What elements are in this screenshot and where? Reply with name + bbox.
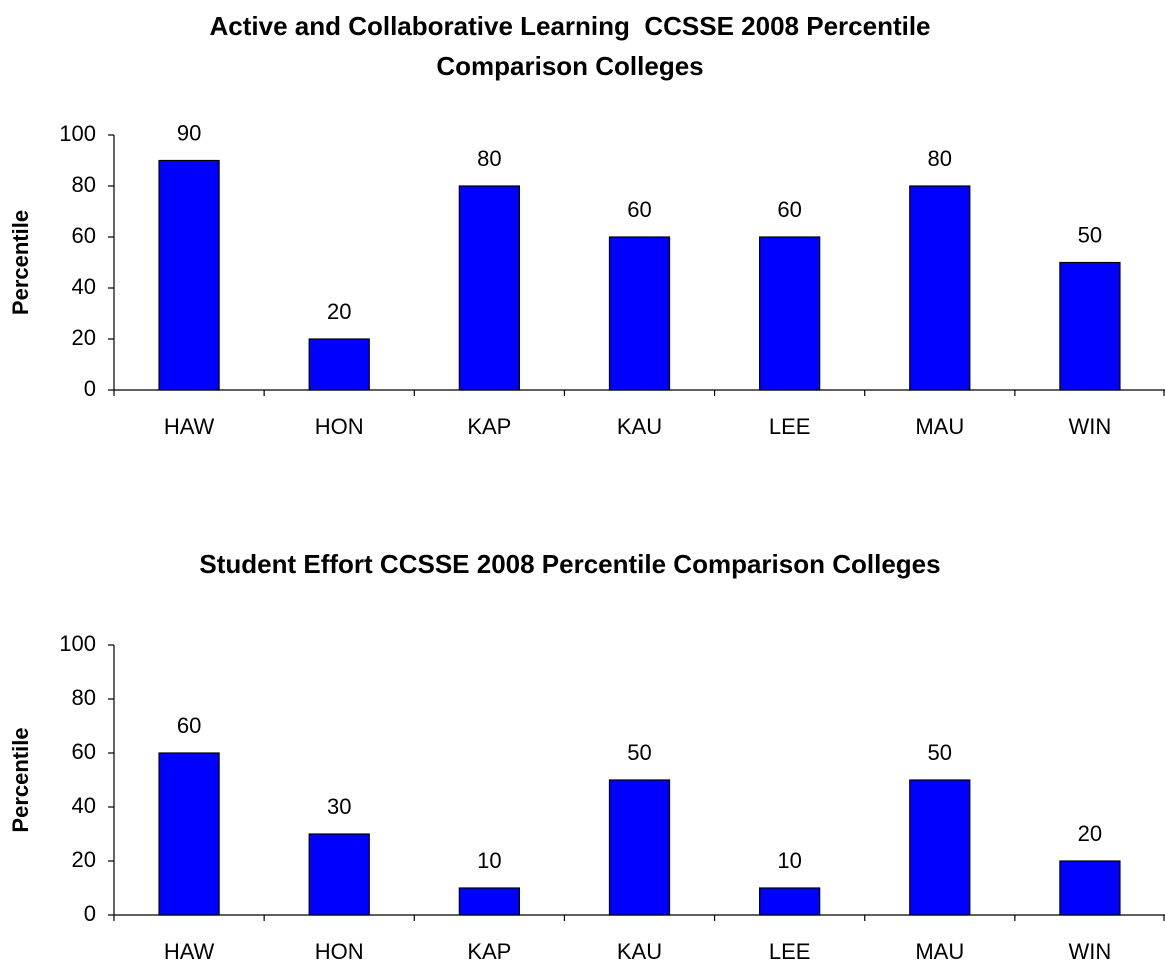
bar (458, 185, 520, 391)
value-label: 50 (627, 740, 651, 765)
x-tick-label: LEE (769, 414, 811, 439)
bar (759, 887, 821, 916)
value-label: 60 (627, 197, 651, 222)
x-tick-label: MAU (915, 414, 964, 439)
y-tick-label: 100 (59, 121, 96, 146)
y-tick-label: 60 (72, 739, 96, 764)
bar (909, 779, 971, 916)
bar (458, 887, 520, 916)
value-label: 80 (928, 146, 952, 171)
x-tick-label: KAP (467, 939, 511, 964)
value-label: 10 (777, 848, 801, 873)
bar (158, 752, 220, 916)
value-label: 90 (177, 120, 201, 145)
x-tick-label: HAW (164, 939, 215, 964)
y-tick-label: 20 (72, 325, 96, 350)
value-label: 60 (777, 197, 801, 222)
y-tick-label: 80 (72, 685, 96, 710)
chart-title: Comparison Colleges (436, 51, 703, 81)
value-label: 20 (1078, 821, 1102, 846)
value-label: 50 (928, 740, 952, 765)
value-label: 50 (1078, 222, 1102, 247)
bar (759, 236, 821, 391)
bar (308, 833, 370, 916)
bar (909, 185, 971, 391)
x-tick-label: HON (315, 939, 364, 964)
x-tick-label: HAW (164, 414, 215, 439)
x-tick-label: MAU (915, 939, 964, 964)
x-tick-label: KAU (617, 939, 662, 964)
bar (608, 779, 671, 916)
bar (158, 159, 220, 391)
y-tick-label: 40 (72, 274, 96, 299)
y-tick-label: 80 (72, 172, 96, 197)
x-tick-label: LEE (769, 939, 811, 964)
bar (1059, 261, 1121, 391)
x-tick-label: KAU (617, 414, 662, 439)
x-tick-label: WIN (1069, 414, 1112, 439)
chart-title: Student Effort CCSSE 2008 Percentile Com… (199, 549, 940, 579)
y-tick-label: 40 (72, 793, 96, 818)
bar (308, 338, 370, 391)
y-axis-label: Percentile (8, 727, 33, 832)
x-tick-label: HON (315, 414, 364, 439)
bar (1059, 860, 1121, 916)
y-tick-label: 0 (84, 901, 96, 926)
y-tick-label: 0 (84, 376, 96, 401)
bar (608, 236, 671, 391)
y-tick-label: 20 (72, 847, 96, 872)
value-label: 80 (477, 146, 501, 171)
y-tick-label: 60 (72, 223, 96, 248)
y-tick-label: 100 (59, 631, 96, 656)
value-label: 10 (477, 848, 501, 873)
value-label: 60 (177, 713, 201, 738)
chart-title: Active and Collaborative Learning CCSSE … (209, 11, 930, 41)
value-label: 20 (327, 299, 351, 324)
x-tick-label: KAP (467, 414, 511, 439)
y-axis-label: Percentile (8, 210, 33, 315)
x-tick-label: WIN (1069, 939, 1112, 964)
value-label: 30 (327, 794, 351, 819)
